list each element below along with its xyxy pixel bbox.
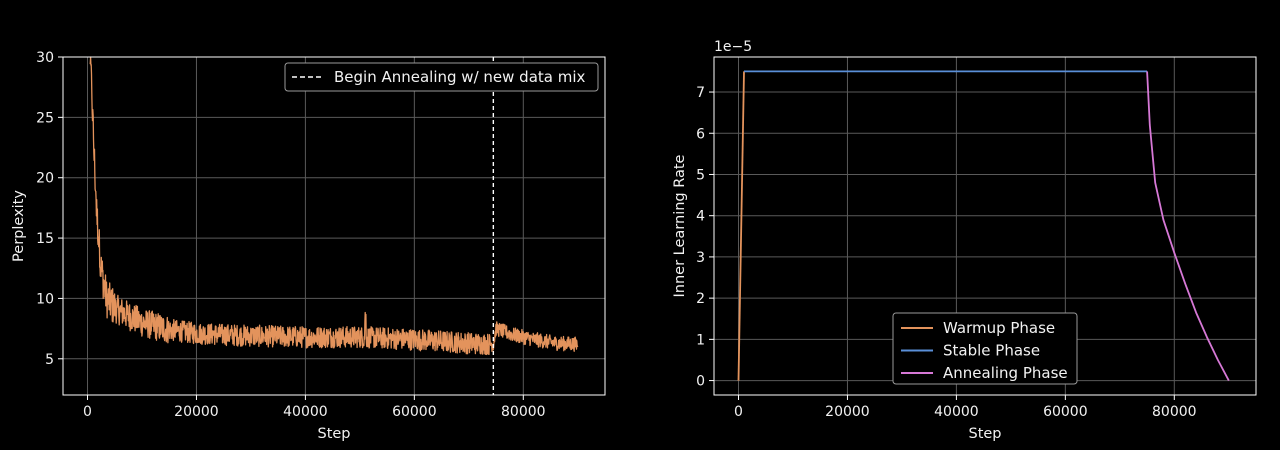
y-tick-label: 25 — [36, 110, 54, 126]
y-tick-label: 10 — [36, 291, 54, 307]
learning-rate-series — [737, 70, 1230, 382]
learning-rate-axes-frame — [713, 56, 1257, 396]
y-tick-label: 3 — [696, 250, 705, 266]
y-axis-offset-label: 1e−5 — [714, 39, 752, 55]
perplexity-chart: 0 20000 40000 60000 80000 5 10 15 20 25 30 Step Pe… — [11, 50, 606, 442]
x-tick-label: 80000 — [501, 404, 546, 420]
y-tick-label: 0 — [696, 374, 705, 390]
perplexity-x-axis-label: Step — [317, 426, 350, 442]
x-tick-label: 0 — [734, 404, 743, 420]
series-line-warmup-phase — [737, 71, 745, 381]
y-tick-label: 20 — [36, 171, 54, 187]
learning-rate-y-axis-label: Inner Learning Rate — [672, 154, 688, 297]
x-tick-label: 20000 — [174, 404, 219, 420]
learning-rate-legend-box — [892, 312, 1078, 385]
series-line-annealing-phase — [1146, 71, 1230, 382]
y-tick-label: 4 — [696, 209, 705, 225]
x-tick-label: 80000 — [1152, 404, 1197, 420]
y-tick-label: 7 — [696, 85, 705, 101]
perplexity-y-axis-label: Perplexity — [11, 190, 27, 262]
learning-rate-legend: Warmup Phase Stable Phase Annealing Phase — [892, 312, 1078, 385]
legend-label-begin-annealing: Begin Annealing w/ new data mix — [334, 68, 586, 86]
perplexity-legend: Begin Annealing w/ new data mix — [284, 62, 599, 92]
y-tick-label: 15 — [36, 231, 54, 247]
legend-label: Warmup Phase — [943, 319, 1055, 337]
y-tick-label: 2 — [696, 291, 705, 307]
legend-label: Annealing Phase — [943, 364, 1068, 382]
x-tick-label: 0 — [83, 404, 92, 420]
y-tick-label: 5 — [45, 352, 54, 368]
x-tick-label: 20000 — [825, 404, 870, 420]
perplexity-series — [89, 56, 579, 356]
x-tick-label: 40000 — [283, 404, 328, 420]
learning-rate-x-axis-label: Step — [968, 426, 1001, 442]
y-tick-label: 1 — [696, 332, 705, 348]
x-tick-label: 60000 — [1043, 404, 1088, 420]
x-tick-label: 40000 — [934, 404, 979, 420]
x-tick-label: 60000 — [392, 404, 437, 420]
y-tick-label: 5 — [696, 167, 705, 183]
y-tick-label: 6 — [696, 126, 705, 142]
legend-label: Stable Phase — [943, 342, 1040, 360]
learning-rate-ticks: 0 20000 40000 60000 80000 0 1 2 3 4 5 6 7 — [696, 85, 1196, 420]
perplexity-axes-frame — [62, 56, 606, 396]
perplexity-ticks: 0 20000 40000 60000 80000 5 10 15 20 25 30 — [36, 50, 545, 420]
y-tick-label: 30 — [36, 50, 54, 66]
perplexity-line — [89, 56, 579, 356]
perplexity-legend-box — [284, 62, 599, 92]
